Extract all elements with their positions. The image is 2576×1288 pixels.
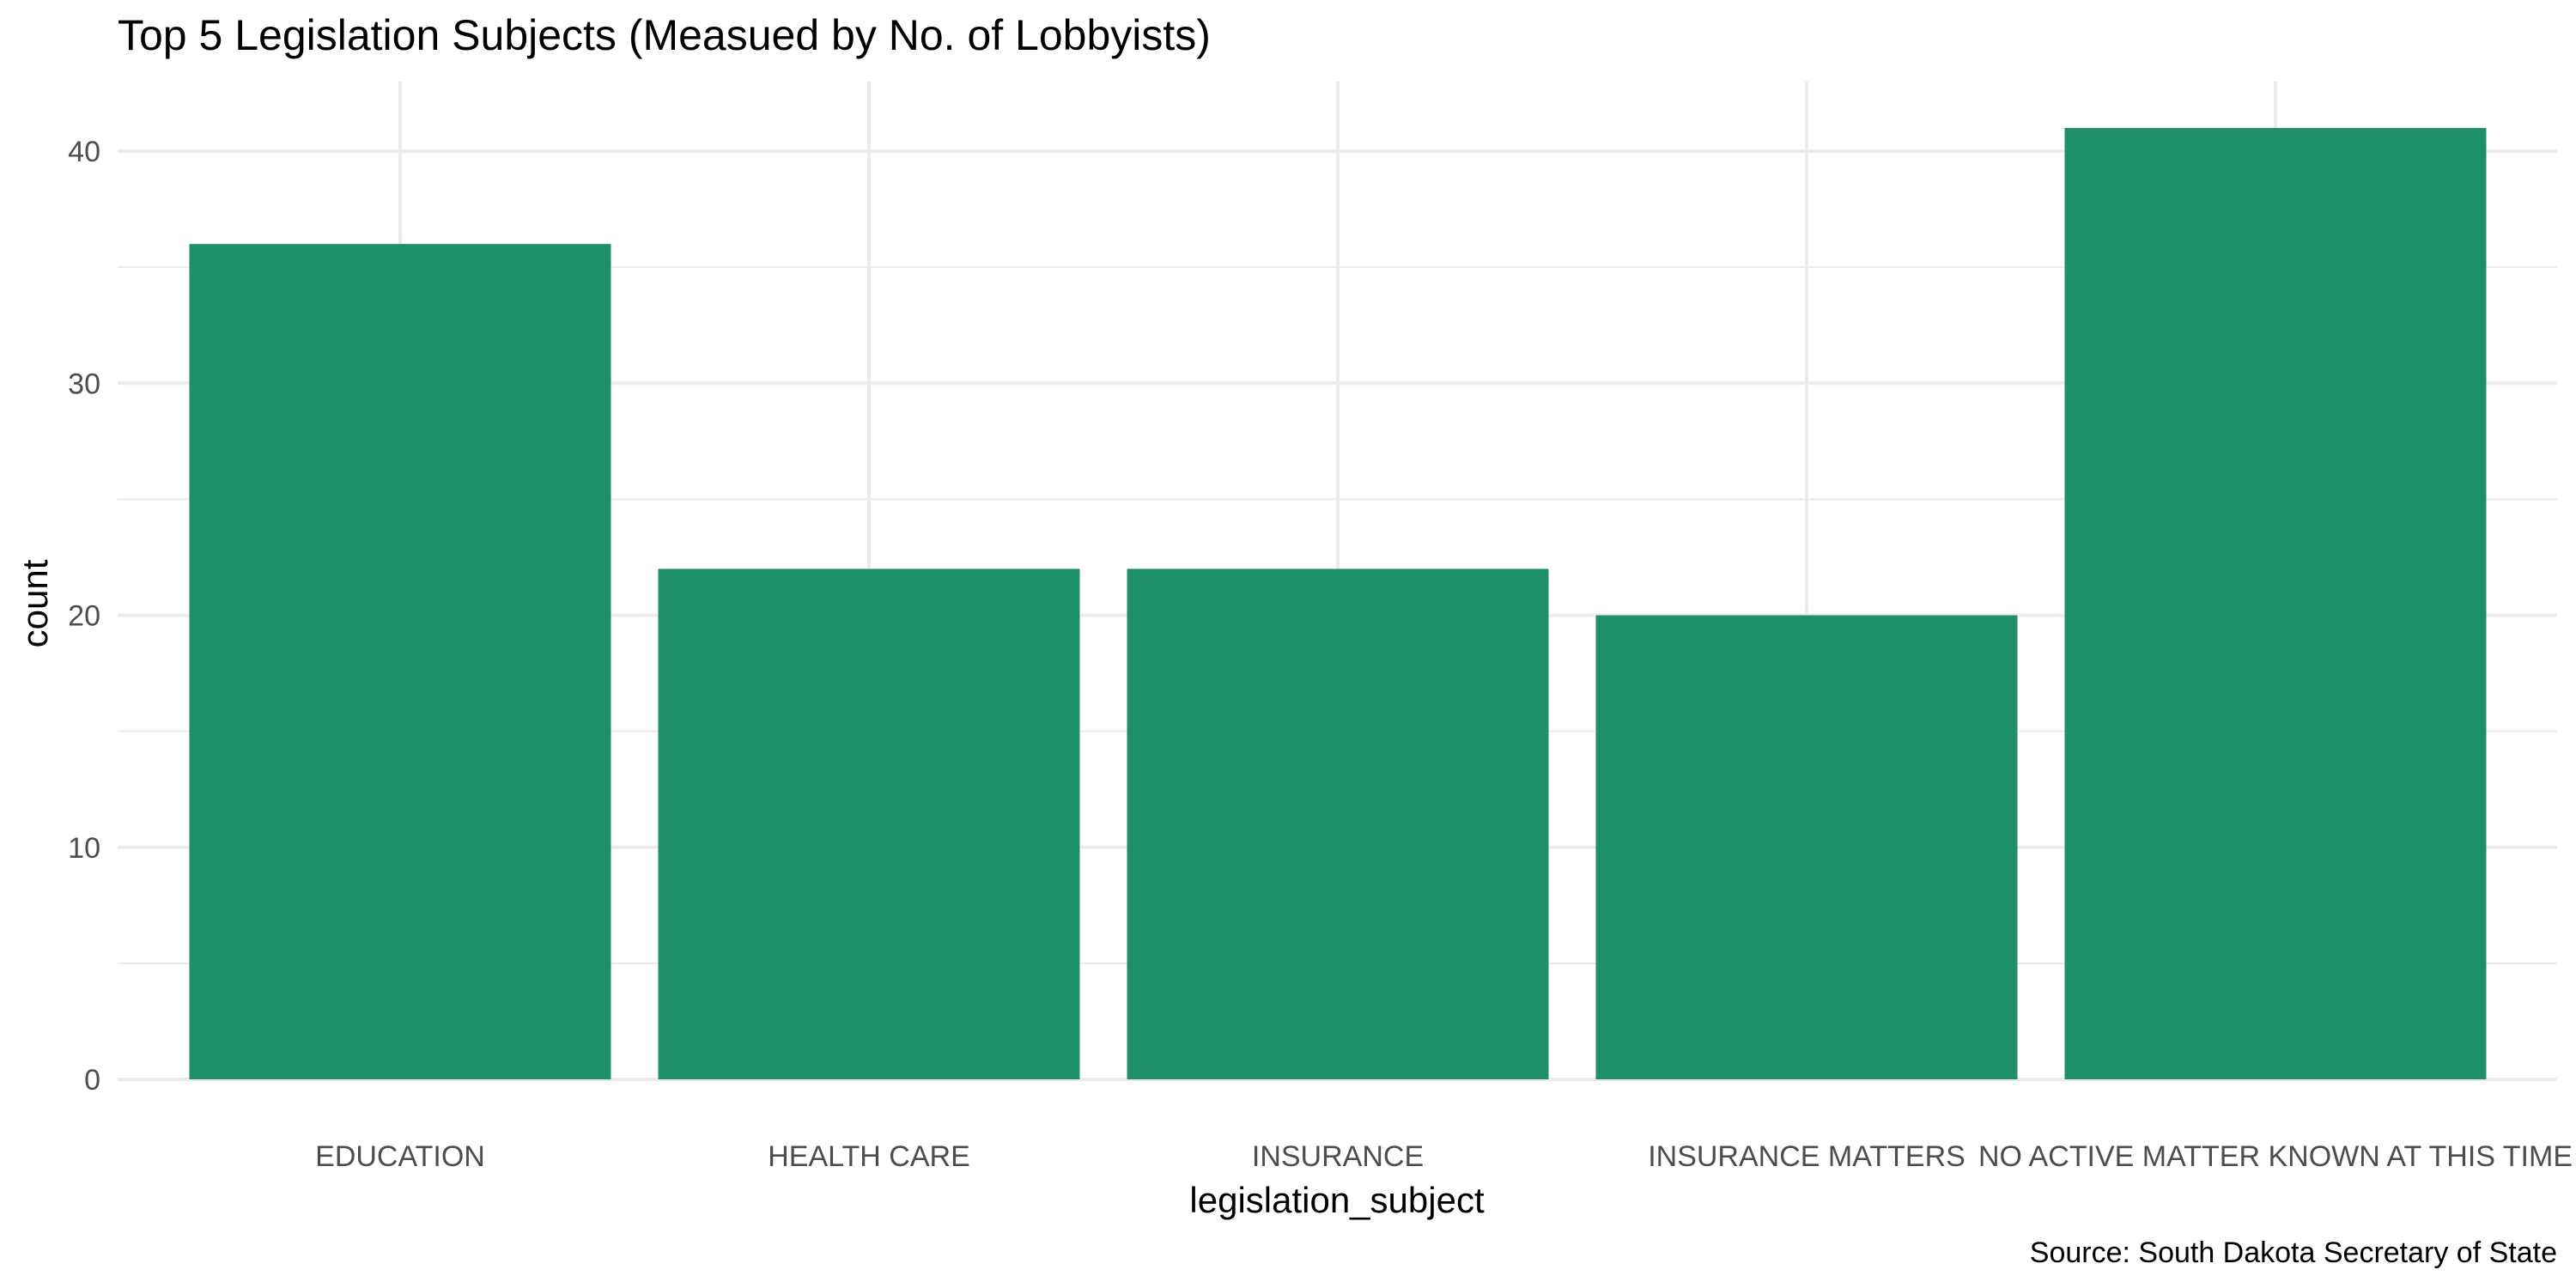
y-axis-tick-labels: 0 10 20 30 40 — [68, 136, 100, 1097]
bar-no-active-matter-known-at-this-time — [2064, 128, 2487, 1079]
bar-insurance-matters — [1595, 615, 2018, 1079]
x-tick-label: INSURANCE — [1252, 1140, 1424, 1173]
bar-series — [189, 128, 2487, 1079]
x-tick-label: HEALTH CARE — [768, 1140, 970, 1173]
x-tick-label: NO ACTIVE MATTER KNOWN AT THIS TIME — [1978, 1140, 2573, 1173]
x-axis-label: legislation_subject — [1189, 1180, 1485, 1220]
chart-caption: Source: South Dakota Secretary of State — [2030, 1236, 2557, 1269]
bar-insurance — [1127, 568, 1549, 1079]
y-tick-label: 10 — [68, 832, 100, 865]
y-tick-label: 0 — [84, 1064, 100, 1097]
y-tick-label: 20 — [68, 600, 100, 633]
x-tick-label: INSURANCE MATTERS — [1648, 1140, 1965, 1173]
chart-title: Top 5 Legislation Subjects (Measued by N… — [118, 11, 1211, 59]
y-tick-label: 40 — [68, 136, 100, 168]
x-tick-label: EDUCATION — [315, 1140, 485, 1173]
bar-health-care — [658, 568, 1080, 1079]
y-axis-label: count — [15, 559, 55, 647]
bar-education — [189, 244, 611, 1079]
x-axis-tick-labels: EDUCATION HEALTH CARE INSURANCE INSURANCE M… — [315, 1140, 2573, 1173]
y-tick-label: 30 — [68, 368, 100, 400]
